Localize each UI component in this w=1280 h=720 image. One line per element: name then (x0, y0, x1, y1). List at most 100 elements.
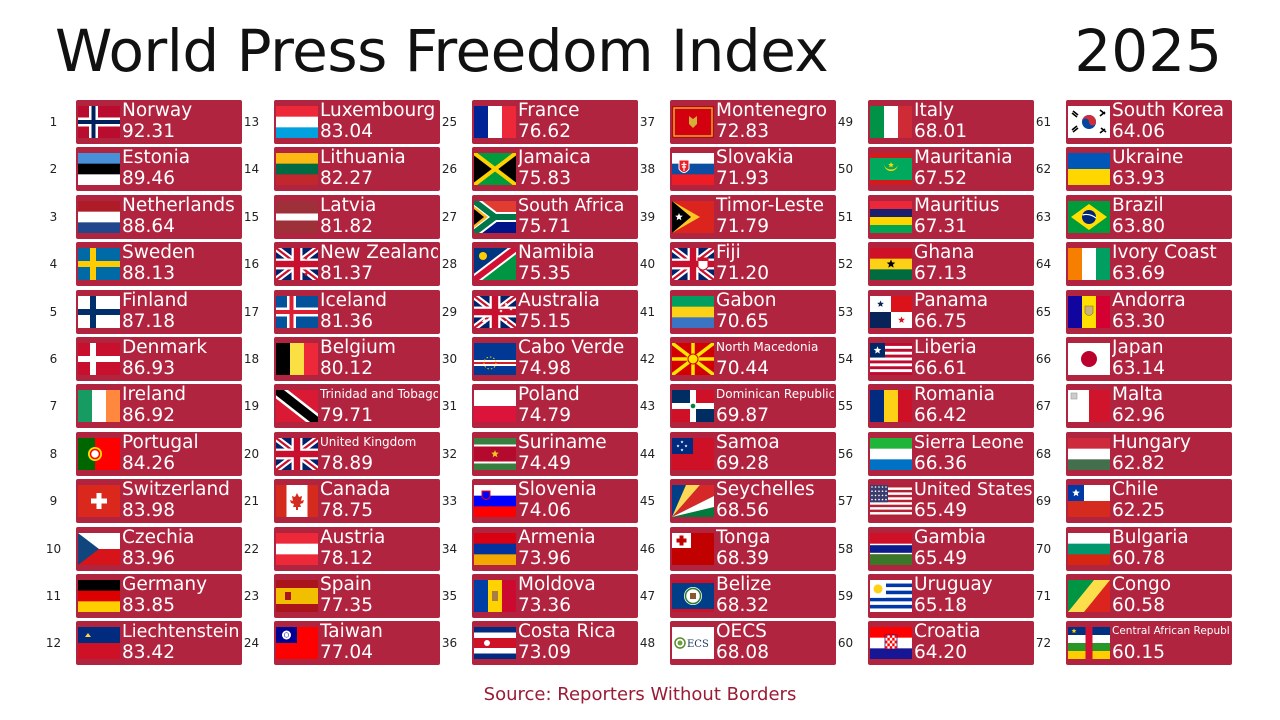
score-value: 75.83 (518, 168, 571, 190)
luxembourg-flag-icon (276, 106, 318, 138)
score-value: 68.39 (716, 547, 769, 569)
country-card: Tonga 68.39 (670, 526, 836, 571)
timor-leste-flag-icon (672, 200, 714, 233)
table-row: 34 Armenia 73.96 (433, 526, 669, 571)
country-card: Liechtenstein 83.42 (76, 621, 242, 666)
norway-flag-icon (78, 106, 120, 138)
table-row: 6 Denmark 86.93 (37, 337, 273, 381)
rank-label: 64 (1035, 257, 1052, 272)
gambia-flag-icon (870, 532, 912, 565)
table-row: 66 Japan 63.14 (1027, 337, 1263, 381)
country-name: Timor-Leste (716, 194, 824, 216)
score-value: 67.52 (914, 168, 967, 190)
score-value: 83.96 (122, 547, 175, 569)
australia-flag-icon (474, 295, 516, 328)
country-name: France (518, 100, 580, 121)
table-row: 32 Suriname 74.49 (433, 431, 669, 476)
score-value: 75.35 (518, 263, 571, 285)
country-name: Mauritania (914, 147, 1013, 169)
score-value: 64.06 (1112, 121, 1165, 142)
country-name: Estonia (122, 147, 191, 169)
rank-label: 66 (1035, 352, 1052, 366)
table-row: 27 South Africa 75.71 (433, 194, 669, 239)
table-row: 1 Norway 92.31 (37, 100, 273, 144)
source-note: Source: Reporters Without Borders (483, 684, 797, 705)
score-value: 68.01 (914, 121, 967, 142)
country-name: Belgium (320, 337, 396, 358)
country-name: Romania (914, 384, 995, 406)
table-row: 24 Taiwan 77.04 (235, 621, 471, 666)
country-name: Hungary (1112, 431, 1191, 453)
germany-flag-icon (78, 580, 120, 612)
rank-label: 33 (441, 494, 458, 509)
table-row: 35 Moldova 73.36 (433, 574, 669, 618)
country-name: Switzerland (122, 479, 230, 501)
rank-label: 2 (49, 162, 58, 177)
country-card: Poland 74.79 (472, 384, 638, 429)
table-row: 38 Slovakia 71.93 (631, 147, 867, 192)
table-row: 12 Liechtenstein 83.42 (37, 621, 273, 666)
lithuania-flag-icon (276, 153, 318, 186)
country-name: Italy (914, 100, 955, 121)
country-card: Malta 62.96 (1066, 384, 1232, 429)
country-card: Netherlands 88.64 (76, 194, 242, 239)
score-value: 78.12 (320, 547, 373, 569)
table-row: 43 Dominican Republic 69.87 (631, 384, 867, 429)
rank-label: 55 (837, 399, 854, 414)
table-row: 55 Romania 66.42 (829, 384, 1065, 429)
score-value: 78.89 (320, 452, 373, 474)
congo-flag-icon (1068, 580, 1110, 612)
rank-label: 47 (639, 589, 656, 603)
rank-label: 56 (837, 446, 854, 461)
country-name: Panama (914, 289, 989, 311)
rank-label: 67 (1035, 399, 1052, 414)
table-row: 47 Belize 68.32 (631, 574, 867, 618)
table-row: 4 Sweden 88.13 (37, 242, 273, 287)
score-value: 65.18 (914, 595, 967, 616)
score-value: 72.83 (716, 121, 769, 142)
table-row: 57 United States 65.49 (829, 479, 1065, 524)
rank-label: 53 (837, 304, 854, 319)
score-value: 60.78 (1112, 547, 1165, 569)
table-row: 33 Slovenia 74.06 (433, 479, 669, 524)
table-row: 10 Czechia 83.96 (37, 526, 273, 571)
country-card: South Africa 75.71 (472, 194, 638, 239)
table-row: 60 Croatia 64.20 (829, 621, 1065, 666)
country-name: Ireland (122, 384, 186, 406)
country-card: Hungary 62.82 (1066, 431, 1232, 476)
new-zealand-flag-icon (276, 248, 318, 281)
ghana-flag-icon (870, 248, 912, 281)
table-row: 8 Portugal 84.26 (37, 431, 273, 476)
table-row: 31 Poland 74.79 (433, 384, 669, 429)
country-name: New Zealand (320, 242, 438, 264)
country-card: Bulgaria 60.78 (1066, 526, 1232, 571)
table-row: 20 United Kingdom 78.89 (235, 431, 471, 476)
table-row: 29 Australia 75.15 (433, 289, 669, 334)
country-name: Uruguay (914, 574, 993, 595)
country-card: North Macedonia 70.44 (670, 337, 836, 381)
rank-label: 9 (49, 494, 58, 509)
table-row: 65 Andorra 63.30 (1027, 289, 1263, 334)
score-value: 77.35 (320, 595, 373, 616)
score-value: 63.69 (1112, 263, 1165, 285)
country-card: Gambia 65.49 (868, 526, 1034, 571)
country-name: Malta (1112, 384, 1164, 406)
score-value: 66.61 (914, 358, 967, 379)
rank-label: 8 (49, 446, 58, 461)
rank-label: 63 (1035, 209, 1052, 224)
score-value: 73.36 (518, 595, 571, 616)
country-name: OECS (716, 621, 767, 643)
score-value: 68.32 (716, 595, 769, 616)
rank-label: 52 (837, 257, 854, 272)
country-name: Sweden (122, 242, 196, 264)
score-value: 74.79 (518, 405, 571, 427)
score-value: 74.49 (518, 452, 571, 474)
country-card: Namibia 75.35 (472, 242, 638, 287)
country-name: Austria (320, 526, 386, 548)
score-value: 63.93 (1112, 168, 1165, 190)
spain-flag-icon (276, 580, 318, 612)
country-name: Andorra (1112, 289, 1186, 311)
country-name: Spain (320, 574, 372, 595)
table-row: 63 Brazil 63.80 (1027, 194, 1263, 239)
